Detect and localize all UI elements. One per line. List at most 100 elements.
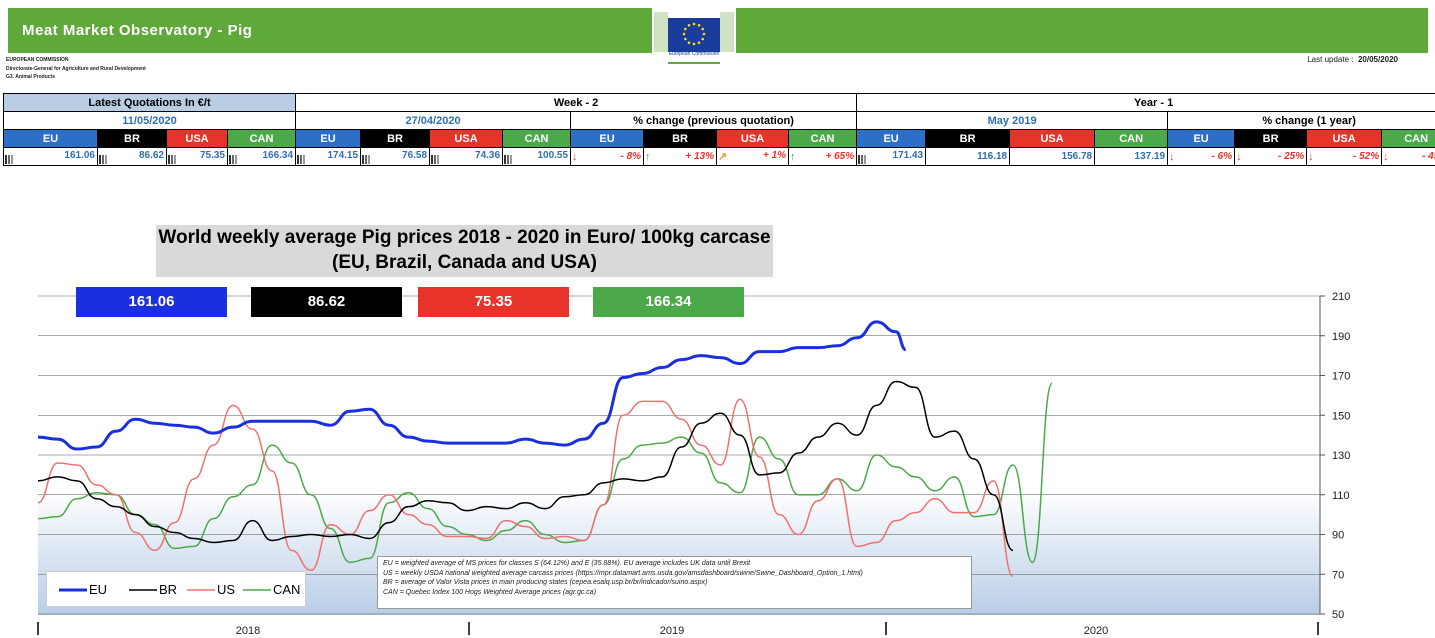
- region-can: CAN: [788, 129, 858, 148]
- bar-chart-icon: [431, 154, 442, 164]
- x-tick-label: 2019: [660, 625, 684, 637]
- page-title: Meat Market Observatory - Pig: [22, 22, 253, 39]
- week-change-cell: ↓ - 8%: [570, 147, 645, 166]
- region-usa: USA: [716, 129, 790, 148]
- bar-chart-icon: [504, 154, 515, 164]
- year-change-cell: ↓ - 6%: [1167, 147, 1236, 166]
- bar-chart-icon: [229, 154, 239, 164]
- legend-label: EU: [89, 582, 107, 597]
- region-br: BR: [97, 129, 167, 148]
- legend-label: US: [217, 582, 235, 597]
- arrow-down-icon: ↓: [1383, 150, 1389, 163]
- note-eu: EU = weighted average of MS prices for c…: [383, 560, 751, 567]
- region-can: CAN: [502, 129, 572, 148]
- year-change-header: % change (1 year): [1167, 111, 1435, 130]
- org-line-1: EUROPEAN COMMISSION: [6, 57, 69, 63]
- bar-chart-icon: [362, 154, 373, 164]
- week-change-header: % change (previous quotation): [570, 111, 858, 130]
- region-eu: EU: [570, 129, 645, 148]
- year-change-cell: ↓ - 25%: [1234, 147, 1308, 166]
- week-change-cell: ↑ + 65%: [788, 147, 858, 166]
- series-line-us: [37, 398, 1014, 577]
- y-tick-label: 190: [1332, 331, 1350, 343]
- week-value-cell: 74.36: [429, 147, 504, 166]
- arrow-up-icon: ↑: [790, 150, 796, 163]
- y-tick-label: 210: [1332, 291, 1350, 303]
- y-tick-label: 50: [1332, 609, 1344, 621]
- y-tick-label: 90: [1332, 530, 1344, 542]
- week-value-cell: 100.55: [502, 147, 572, 166]
- arrow-down-icon: ↓: [1236, 150, 1242, 163]
- chart-title: World weekly average Pig prices 2018 - 2…: [156, 225, 773, 277]
- year-header: Year - 1: [856, 93, 1435, 112]
- arrow-down-icon: ↓: [1169, 150, 1175, 163]
- quotations-table: Latest Quotations In €/t Week - 2 Year -…: [2, 93, 1435, 166]
- can-value-box: 166.34: [593, 287, 744, 317]
- european-commission-logo: European Commission: [652, 8, 736, 64]
- y-tick-label: 150: [1332, 410, 1350, 422]
- region-br: BR: [360, 129, 431, 148]
- latest-value-cell: 86.62: [97, 147, 167, 166]
- legend-label: BR: [159, 582, 177, 597]
- logo-text: European Commission: [668, 51, 720, 57]
- arrow-up-right-icon: ↗: [718, 151, 728, 163]
- note-can: CAN = Quebec Index 100 Hogs Weighted Ave…: [383, 588, 597, 596]
- br-value-box: 86.62: [251, 287, 402, 317]
- region-eu: EU: [295, 129, 362, 148]
- latest-value-cell: 166.34: [226, 147, 297, 166]
- bar-chart-icon: [858, 154, 869, 164]
- latest-value-cell: 161.06: [3, 147, 98, 166]
- week-value-cell: 76.58: [360, 147, 431, 166]
- week-change-cell: ↗ + 1%: [716, 147, 790, 166]
- region-usa: USA: [429, 129, 504, 148]
- region-eu: EU: [3, 129, 98, 148]
- y-tick-label: 110: [1332, 490, 1350, 502]
- x-tick-label: 2018: [236, 625, 260, 637]
- week-change-cell: ↑ + 13%: [643, 147, 718, 166]
- series-line-br: [37, 380, 1014, 552]
- usa-value-box: 75.35: [418, 287, 569, 317]
- y-tick-label: 70: [1332, 569, 1344, 581]
- year-change-cell: ↓ - 52%: [1306, 147, 1383, 166]
- region-usa: USA: [1009, 129, 1096, 148]
- series-line-eu: [37, 320, 907, 451]
- y-tick-label: 170: [1332, 371, 1350, 383]
- chart-legend: EU BR US CAN: [46, 571, 306, 607]
- legend-label: CAN: [273, 582, 300, 597]
- y-tick-label: 130: [1332, 450, 1350, 462]
- eu-value-box: 161.06: [76, 287, 227, 317]
- region-usa: USA: [166, 129, 228, 148]
- note-br: BR = average of Valor Vista prices in ma…: [383, 579, 708, 586]
- chart-subtitle: (EU, Brazil, Canada and USA): [332, 252, 597, 273]
- arrow-up-icon: ↑: [645, 150, 651, 163]
- week-date: 27/04/2020: [295, 111, 572, 130]
- year-date: May 2019: [856, 111, 1169, 130]
- region-can: CAN: [1381, 129, 1435, 148]
- arrow-down-icon: ↓: [1308, 150, 1314, 163]
- latest-date: 11/05/2020: [2, 111, 297, 130]
- year-value-cell: 171.43: [856, 147, 927, 166]
- year-change-cell: ↓- 45%: [1381, 147, 1435, 166]
- year-value-cell: 137.19: [1094, 147, 1169, 166]
- arrow-down-icon: ↓: [572, 150, 578, 163]
- region-br: BR: [643, 129, 718, 148]
- year-value-cell: 156.78: [1009, 147, 1096, 166]
- org-line-2: Directorate-General for Agriculture and …: [6, 66, 146, 72]
- week-header: Week - 2: [295, 93, 858, 112]
- chart-notes: EU = weighted average of MS prices for c…: [377, 556, 972, 609]
- region-br: BR: [1234, 129, 1308, 148]
- bar-chart-icon: [99, 154, 109, 164]
- series-line-can: [37, 382, 1053, 564]
- region-can: CAN: [226, 129, 297, 148]
- org-line-3: G3. Animal Products: [6, 74, 55, 80]
- x-tick-label: 2020: [1084, 625, 1108, 637]
- region-usa: USA: [1306, 129, 1383, 148]
- region-eu: EU: [1167, 129, 1236, 148]
- latest-value-cell: 75.35: [166, 147, 228, 166]
- year-value-cell: 116.18: [925, 147, 1011, 166]
- last-update-value: 20/05/2020: [1357, 55, 1398, 64]
- region-eu: EU: [856, 129, 927, 148]
- bar-chart-icon: [297, 154, 308, 164]
- region-br: BR: [925, 129, 1011, 148]
- week-value-cell: 174.15: [295, 147, 362, 166]
